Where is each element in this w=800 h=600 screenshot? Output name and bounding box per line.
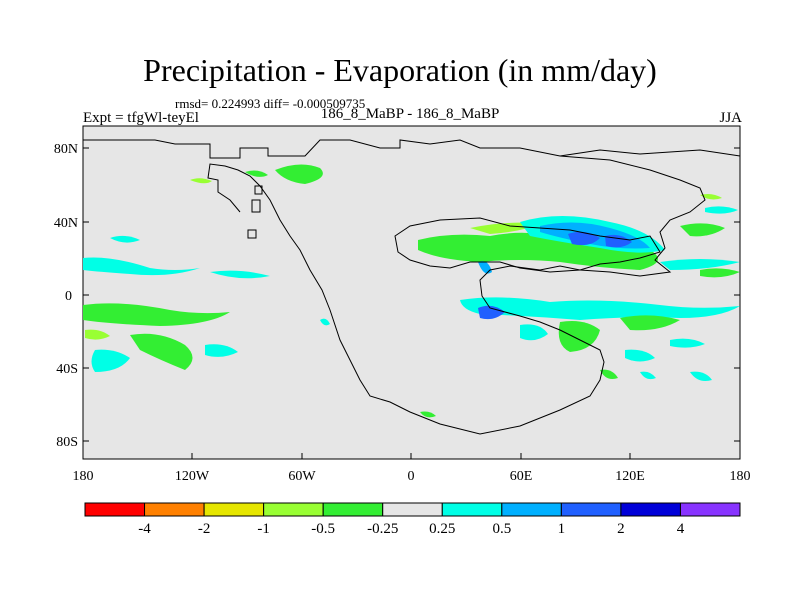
lon-label-60e: 60E	[510, 469, 533, 484]
patch-io-cyan	[460, 297, 740, 320]
colorbar-label: -0.5	[311, 521, 335, 537]
patch-north-green-3	[245, 170, 268, 177]
patch-west-cyan	[91, 349, 130, 372]
colorbar-swatch	[441, 502, 503, 517]
patch-west-green-2	[130, 333, 193, 370]
lat-label-80s: 80S	[56, 435, 78, 450]
patch-eafr-cyan	[478, 261, 492, 274]
colorbar-swatch	[501, 502, 562, 517]
coastline-island-3	[247, 229, 257, 239]
patch-npac-green	[700, 194, 722, 200]
experiment-label: Expt = tfgWl-teyEl	[83, 110, 199, 126]
lon-label-60w: 60W	[288, 469, 316, 484]
patch-north-green	[275, 164, 323, 184]
patch-asia-blue	[568, 231, 600, 246]
colorbar-label: 0.5	[492, 521, 511, 537]
colorbar-swatch	[620, 502, 681, 517]
patch-so-cyan-2	[690, 371, 712, 381]
lat-label-0: 0	[65, 289, 72, 304]
colorbar-label: 4	[677, 521, 685, 537]
patch-so-cyan	[640, 371, 656, 380]
coastline-tethys	[394, 217, 661, 273]
lon-label-180w: 180	[73, 469, 94, 484]
patch-north-green-2	[190, 178, 212, 184]
colorbar-swatch	[84, 502, 146, 517]
patch-west-lightgreen	[85, 329, 110, 340]
stats-line: rmsd= 0.224993 diff= -0.000509735	[175, 96, 366, 111]
patch-io-green	[558, 321, 600, 352]
axis-ticks	[82, 147, 741, 459]
colorbar-label: 1	[558, 521, 566, 537]
patch-io-cyan-2	[520, 324, 548, 341]
colorbar-label: -1	[257, 521, 270, 537]
patch-east-pac-green	[700, 268, 740, 278]
lat-labels: 80N 40N 0 40S 80S	[54, 142, 78, 450]
lon-label-180e: 180	[730, 469, 751, 484]
season-label: JJA	[719, 110, 742, 126]
colorbar-label: -0.25	[367, 521, 398, 537]
colorbar-label: 0.25	[429, 521, 455, 537]
coastline-island-1	[251, 199, 261, 213]
colorbar-label: -2	[198, 521, 211, 537]
lon-labels: 180 120W 60W 0 60E 120E 180	[73, 469, 751, 484]
lat-label-80n: 80N	[54, 142, 78, 157]
colorbar-swatch	[679, 502, 741, 517]
colorbar-swatch	[144, 502, 205, 517]
lon-label-120w: 120W	[175, 469, 210, 484]
colorbar-swatch	[203, 502, 265, 517]
patch-nw-pacific-cyan	[705, 206, 738, 214]
lon-label-120e: 120E	[615, 469, 645, 484]
coastline-island-2	[254, 185, 263, 195]
coastline-pangea	[83, 139, 706, 435]
lon-label-0: 0	[408, 469, 415, 484]
colorbar-swatch	[263, 502, 324, 517]
lat-label-40n: 40N	[54, 216, 78, 231]
patch-east-pac-cyan	[660, 259, 740, 270]
continent-outlines	[83, 139, 741, 435]
patch-io-cyan-4	[670, 338, 705, 348]
colorbar-swatch	[560, 502, 622, 517]
colorbar-label: -4	[138, 521, 151, 537]
patch-satl-green	[420, 411, 436, 418]
patch-monsoon-green	[418, 232, 658, 270]
chart-title: Precipitation - Evaporation (in mm/day)	[143, 52, 657, 88]
lat-label-40s: 40S	[56, 362, 78, 377]
patch-nw-pacific-green	[680, 223, 725, 237]
patch-io-blue	[478, 305, 505, 320]
patch-io-green-3	[600, 369, 618, 379]
map-background	[82, 125, 741, 460]
patch-io-green-2	[620, 315, 680, 331]
colorbar-swatch	[382, 502, 443, 517]
patch-pacific-cyan	[110, 235, 140, 243]
center-label: 186_8_MaBP - 186_8_MaBP	[320, 106, 500, 122]
patch-pacific-cyan-2	[83, 257, 200, 276]
patch-satl-cyan	[320, 318, 330, 326]
patch-pacific-cyan-3	[210, 270, 270, 279]
patch-io-cyan-3	[625, 349, 655, 362]
patch-west-green	[83, 303, 230, 326]
colorbar: -4 -2 -1 -0.5 -0.25 0.25 0.5 1 2 4	[84, 502, 741, 537]
patch-west-cyan-2	[205, 344, 238, 357]
colorbar-swatch	[322, 502, 384, 517]
colorbar-label: 2	[617, 521, 625, 537]
coastline-arctic	[559, 149, 741, 157]
